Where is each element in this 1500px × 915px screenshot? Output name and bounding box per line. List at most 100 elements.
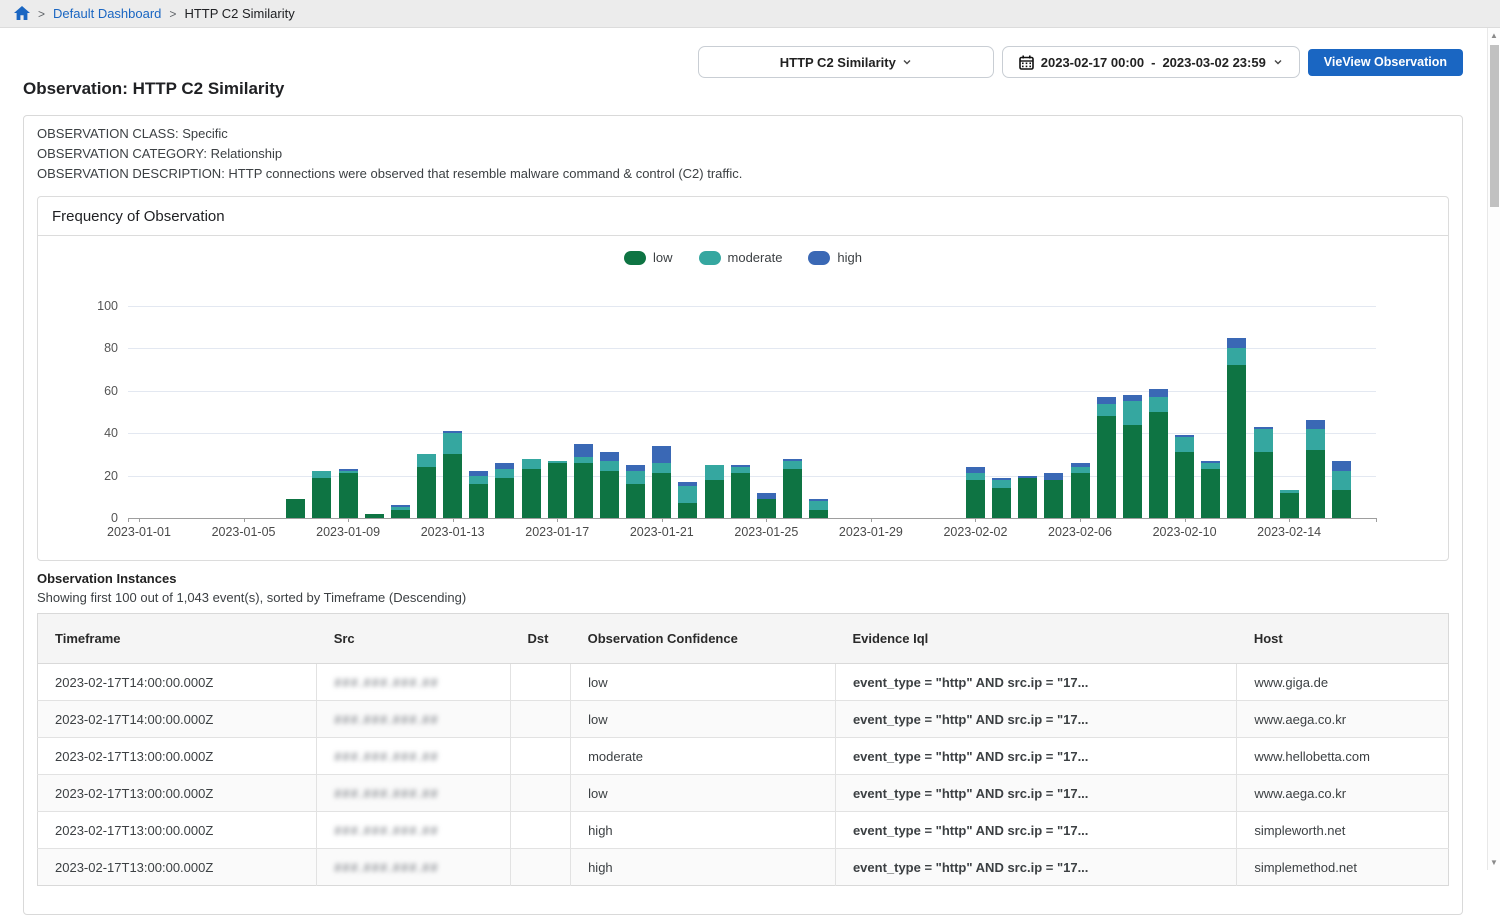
- bar-2023-02-03-low[interactable]: [992, 488, 1012, 518]
- bar-2023-02-04-low[interactable]: [1018, 477, 1038, 518]
- bar-2023-02-16-moderate[interactable]: [1331, 471, 1351, 491]
- bar-2023-02-14-low[interactable]: [1279, 492, 1299, 518]
- bar-2023-01-17-moderate[interactable]: [547, 460, 567, 463]
- bar-2023-01-27-moderate[interactable]: [809, 501, 829, 510]
- bar-2023-02-09-moderate[interactable]: [1148, 397, 1168, 412]
- bar-2023-01-23-moderate[interactable]: [704, 465, 724, 480]
- bar-2023-01-24-moderate[interactable]: [730, 467, 750, 474]
- bar-2023-01-09-low[interactable]: [338, 473, 358, 518]
- bar-2023-01-18-low[interactable]: [573, 462, 593, 518]
- bar-2023-01-11-high[interactable]: [390, 505, 410, 508]
- bar-2023-01-09-moderate[interactable]: [338, 471, 358, 474]
- bar-2023-01-27-low[interactable]: [809, 509, 829, 518]
- bar-2023-01-21-moderate[interactable]: [652, 462, 672, 474]
- bar-2023-02-03-moderate[interactable]: [992, 479, 1012, 489]
- bar-2023-01-21-low[interactable]: [652, 473, 672, 518]
- bar-2023-02-11-low[interactable]: [1201, 469, 1221, 518]
- bar-2023-01-21-high[interactable]: [652, 445, 672, 463]
- bar-2023-01-26-high[interactable]: [783, 458, 802, 461]
- bar-2023-02-03-high[interactable]: [992, 477, 1012, 480]
- bar-2023-01-10-low[interactable]: [364, 513, 384, 518]
- legend-item-moderate[interactable]: moderate: [698, 250, 782, 265]
- bar-2023-02-05-low[interactable]: [1044, 479, 1064, 518]
- bar-2023-02-16-low[interactable]: [1331, 490, 1351, 518]
- bar-2023-01-15-low[interactable]: [495, 477, 515, 518]
- bar-2023-01-09-high[interactable]: [338, 469, 358, 472]
- bar-2023-01-27-high[interactable]: [809, 498, 829, 502]
- bar-2023-02-08-high[interactable]: [1122, 395, 1142, 402]
- bar-2023-01-07-low[interactable]: [286, 498, 306, 518]
- bar-2023-01-15-high[interactable]: [495, 462, 515, 470]
- bar-2023-01-14-high[interactable]: [469, 471, 489, 476]
- bar-2023-02-12-moderate[interactable]: [1227, 348, 1247, 366]
- bar-2023-01-25-high[interactable]: [756, 492, 776, 499]
- bar-2023-02-08-moderate[interactable]: [1122, 401, 1142, 425]
- bar-2023-02-11-high[interactable]: [1201, 460, 1221, 463]
- legend-item-low[interactable]: low: [623, 250, 673, 265]
- date-range-picker[interactable]: 2023-02-17 00:00 - 2023-03-02 23:59: [1001, 46, 1300, 78]
- legend-item-high[interactable]: high: [808, 250, 862, 265]
- bar-2023-02-09-low[interactable]: [1148, 412, 1168, 518]
- bar-2023-01-26-moderate[interactable]: [783, 460, 802, 470]
- view-observation-button[interactable]: VieView Observation: [1307, 48, 1463, 76]
- bar-2023-02-02-moderate[interactable]: [965, 473, 985, 480]
- bar-2023-01-19-moderate[interactable]: [600, 460, 620, 472]
- bar-2023-01-22-low[interactable]: [678, 503, 698, 518]
- scrollbar-thumb[interactable]: [1490, 45, 1499, 207]
- home-icon[interactable]: [14, 6, 30, 21]
- bar-2023-01-19-low[interactable]: [600, 471, 620, 518]
- bar-2023-01-20-low[interactable]: [626, 484, 646, 518]
- bar-2023-02-16-high[interactable]: [1331, 460, 1351, 472]
- bar-2023-02-11-moderate[interactable]: [1201, 462, 1221, 470]
- bar-2023-01-22-moderate[interactable]: [678, 486, 698, 504]
- bar-2023-01-23-low[interactable]: [704, 479, 724, 518]
- bar-2023-02-12-low[interactable]: [1227, 365, 1247, 518]
- bar-2023-02-13-low[interactable]: [1253, 452, 1273, 518]
- bar-2023-02-06-high[interactable]: [1070, 462, 1090, 468]
- bar-2023-01-25-low[interactable]: [756, 498, 776, 518]
- breadcrumb-link-default-dashboard[interactable]: Default Dashboard: [53, 6, 162, 21]
- scrollbar-down-arrow[interactable]: ▼: [1490, 858, 1498, 867]
- bar-2023-01-14-moderate[interactable]: [469, 475, 489, 485]
- bar-2023-02-09-high[interactable]: [1148, 388, 1168, 398]
- bar-2023-01-15-moderate[interactable]: [495, 469, 515, 478]
- bar-2023-01-16-low[interactable]: [521, 469, 541, 518]
- bar-2023-02-10-moderate[interactable]: [1175, 437, 1195, 453]
- bar-2023-01-08-low[interactable]: [312, 477, 332, 518]
- bar-2023-01-12-moderate[interactable]: [417, 454, 437, 468]
- bar-2023-01-26-low[interactable]: [783, 469, 802, 518]
- bar-2023-01-13-high[interactable]: [443, 431, 463, 434]
- bar-2023-01-20-moderate[interactable]: [626, 471, 646, 485]
- bar-2023-02-13-high[interactable]: [1253, 426, 1273, 429]
- bar-2023-02-13-moderate[interactable]: [1253, 428, 1273, 453]
- bar-2023-02-04-high[interactable]: [1018, 475, 1038, 478]
- bar-2023-01-08-moderate[interactable]: [312, 471, 332, 478]
- bar-2023-01-16-moderate[interactable]: [521, 458, 541, 470]
- bar-2023-02-06-moderate[interactable]: [1070, 467, 1090, 474]
- bar-2023-01-18-high[interactable]: [573, 443, 593, 457]
- bar-2023-02-15-moderate[interactable]: [1305, 428, 1325, 451]
- bar-2023-02-14-moderate[interactable]: [1279, 490, 1299, 493]
- bar-2023-01-13-low[interactable]: [443, 454, 463, 518]
- bar-2023-02-10-high[interactable]: [1175, 435, 1195, 438]
- bar-2023-01-20-high[interactable]: [626, 465, 646, 472]
- page-scrollbar[interactable]: ▲ ▼: [1487, 28, 1500, 870]
- bar-2023-01-18-moderate[interactable]: [573, 456, 593, 463]
- observation-select[interactable]: HTTP C2 Similarity: [697, 46, 994, 78]
- bar-2023-02-15-low[interactable]: [1305, 450, 1325, 518]
- bar-2023-01-11-moderate[interactable]: [390, 507, 410, 510]
- bar-2023-01-19-high[interactable]: [600, 452, 620, 461]
- bar-2023-02-02-low[interactable]: [965, 479, 985, 518]
- bar-2023-02-10-low[interactable]: [1175, 452, 1195, 518]
- bar-2023-02-08-low[interactable]: [1122, 424, 1142, 518]
- bar-2023-02-07-low[interactable]: [1096, 416, 1116, 518]
- bar-2023-01-13-moderate[interactable]: [443, 433, 463, 455]
- bar-2023-02-07-high[interactable]: [1096, 397, 1116, 404]
- bar-2023-01-14-low[interactable]: [469, 484, 489, 518]
- bar-2023-02-05-high[interactable]: [1044, 473, 1064, 480]
- bar-2023-02-06-low[interactable]: [1070, 473, 1090, 518]
- bar-2023-01-22-high[interactable]: [678, 481, 698, 487]
- bar-2023-02-12-high[interactable]: [1227, 337, 1247, 349]
- bar-2023-02-15-high[interactable]: [1305, 420, 1325, 429]
- bar-2023-01-11-low[interactable]: [390, 509, 410, 518]
